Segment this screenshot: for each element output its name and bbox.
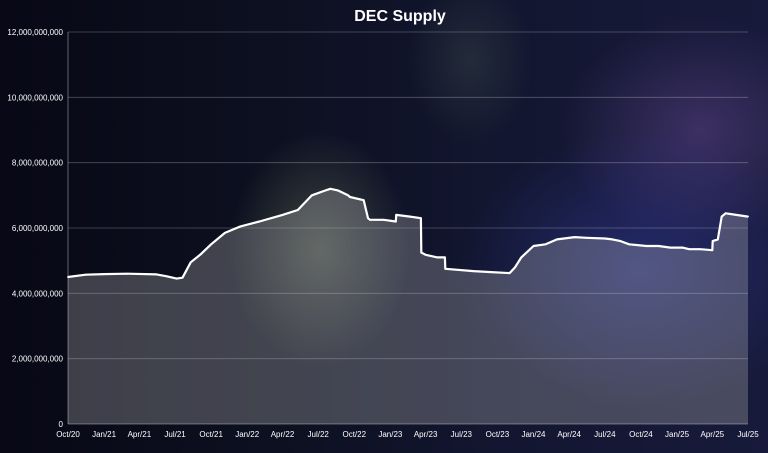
series-point	[258, 220, 261, 223]
series-point	[514, 266, 516, 269]
x-tick-label: Oct/21	[199, 430, 223, 439]
series-point	[544, 243, 547, 246]
area-series	[67, 187, 749, 424]
series-point	[520, 256, 523, 259]
series-point	[532, 245, 535, 247]
y-tick-label: 4,000,000,000	[12, 289, 64, 298]
series-point	[657, 245, 660, 247]
x-tick-label: Apr/22	[271, 430, 295, 439]
series-point	[611, 238, 614, 241]
x-tick-label: Jul/22	[308, 430, 330, 439]
series-point	[67, 276, 69, 278]
series-point	[394, 220, 397, 223]
x-tick-label: Jul/25	[737, 430, 759, 439]
y-tick-label: 12,000,000,000	[7, 28, 63, 37]
x-tick-label: Apr/21	[128, 430, 152, 439]
series-point	[171, 276, 174, 279]
x-tick-label: Jul/23	[451, 430, 473, 439]
series-point	[223, 232, 226, 234]
series-point	[296, 209, 299, 211]
series-point	[349, 196, 351, 198]
series-point	[165, 275, 168, 278]
series-point	[336, 189, 339, 192]
series-point	[711, 240, 714, 242]
series-point	[329, 187, 332, 190]
series-point	[362, 199, 365, 202]
series-point	[189, 261, 192, 264]
series-point	[645, 245, 648, 247]
x-axis-ticks: Oct/20 Jan/21 Apr/21 Jul/21 Oct/21 Jan/22 Apr/…	[56, 430, 759, 439]
gridlines	[68, 31, 748, 360]
series-point	[420, 217, 422, 220]
series-point	[281, 214, 284, 216]
series-point	[200, 253, 202, 256]
y-tick-label: 10,000,000,000	[7, 93, 63, 102]
y-tick-label: 2,000,000,000	[12, 355, 64, 364]
series-point	[420, 251, 423, 254]
x-tick-label: Oct/20	[56, 430, 80, 439]
series-point	[84, 273, 87, 276]
series-point	[490, 271, 493, 273]
series-point	[699, 248, 702, 251]
series-point	[239, 225, 242, 228]
series-point	[443, 256, 446, 259]
series-point	[619, 240, 622, 242]
y-tick-label: 8,000,000,000	[12, 159, 64, 168]
series-point	[711, 249, 714, 252]
x-tick-label: Apr/25	[701, 430, 725, 439]
series-point	[724, 212, 727, 215]
x-tick-label: Oct/24	[629, 430, 653, 439]
series-point	[367, 217, 369, 220]
series-point	[556, 238, 558, 241]
series-point	[126, 272, 129, 275]
series-point	[395, 214, 398, 216]
series-point	[382, 218, 385, 221]
x-tick-label: Jan/23	[378, 430, 403, 439]
series-point	[472, 270, 475, 273]
x-tick-label: Apr/23	[414, 430, 438, 439]
series-point	[347, 194, 349, 197]
series-point	[175, 277, 178, 280]
series-point	[603, 237, 606, 240]
series-point	[369, 218, 371, 221]
x-tick-label: Jan/22	[235, 430, 260, 439]
x-tick-label: Oct/22	[342, 430, 366, 439]
series-point	[669, 246, 672, 249]
series-point	[409, 215, 411, 218]
series-point	[324, 189, 327, 192]
series-point	[628, 243, 631, 246]
series-point	[444, 267, 447, 270]
y-axis-ticks: 0 2,000,000,000 4,000,000,000 6,000,000,000…	[7, 28, 63, 429]
series-point	[735, 214, 738, 216]
series-point	[747, 215, 749, 218]
x-tick-label: Apr/24	[557, 430, 581, 439]
series-point	[210, 243, 213, 246]
y-tick-label: 0	[59, 420, 64, 429]
series-point	[311, 194, 313, 197]
series-point	[688, 248, 691, 251]
series-point	[181, 276, 184, 279]
series-point	[681, 246, 684, 249]
series-area-fill	[68, 188, 748, 424]
chart-title: DEC Supply	[354, 8, 446, 25]
y-tick-label: 6,000,000,000	[12, 224, 64, 233]
x-tick-label: Jan/21	[92, 430, 117, 439]
series-point	[508, 272, 511, 274]
series-point	[103, 273, 105, 275]
series-point	[716, 238, 719, 241]
series-point	[720, 215, 723, 218]
series-point	[573, 236, 576, 239]
x-tick-label: Jul/21	[164, 430, 186, 439]
x-tick-label: Jul/24	[594, 430, 616, 439]
x-tick-label: Jan/24	[521, 430, 546, 439]
series-point	[424, 253, 427, 256]
series-point	[436, 256, 439, 259]
series-point	[585, 236, 588, 239]
axes	[67, 32, 748, 425]
x-tick-label: Jan/25	[665, 430, 690, 439]
x-tick-label: Oct/23	[486, 430, 510, 439]
series-point	[155, 273, 158, 276]
